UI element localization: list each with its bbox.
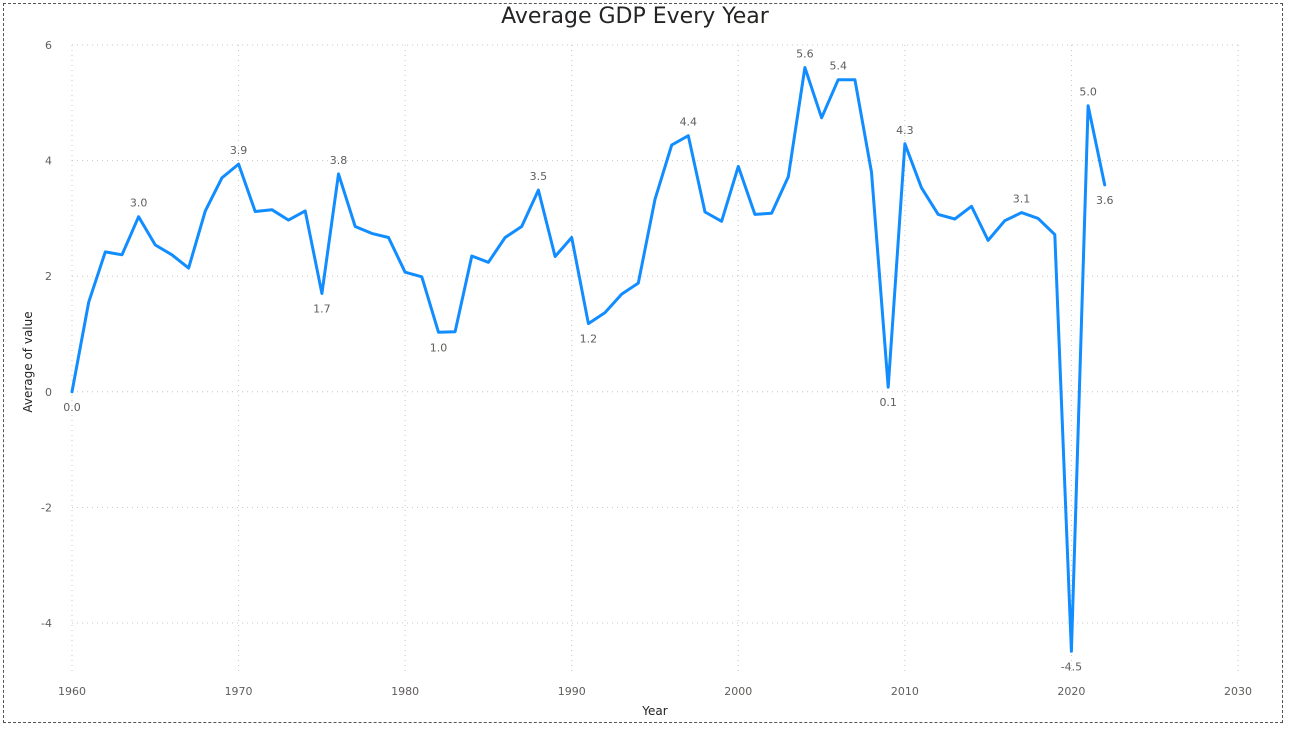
x-tick-label: 2000: [724, 685, 752, 698]
x-tick-label: 1970: [225, 685, 253, 698]
data-label: 3.8: [330, 154, 348, 167]
x-tick-label: 1990: [558, 685, 586, 698]
data-label: 3.1: [1013, 193, 1031, 206]
data-label: 4.3: [896, 124, 914, 137]
data-label: -4.5: [1061, 660, 1082, 673]
data-label: 5.6: [796, 48, 814, 61]
y-tick-label: 6: [45, 39, 52, 52]
x-tick-label: 1960: [58, 685, 86, 698]
y-tick-label: 0: [45, 386, 52, 399]
data-label: 5.4: [829, 60, 847, 73]
data-label: 3.6: [1096, 194, 1114, 207]
y-tick-label: 2: [45, 270, 52, 283]
x-axis-ticks: 1960 1970 1980 1990 2000 2010 2020 2030: [58, 685, 1252, 698]
data-label: 1.2: [580, 333, 598, 346]
data-label: 3.5: [530, 170, 548, 183]
chart-title: Average GDP Every Year: [501, 4, 769, 29]
chart-frame: [3, 3, 1283, 723]
x-tick-label: 1980: [391, 685, 419, 698]
data-label: 1.0: [430, 341, 448, 354]
y-axis-ticks: -4 -2 0 2 4 6: [41, 39, 52, 630]
data-label: 3.0: [130, 197, 148, 210]
series-layer: [70, 66, 1107, 653]
gridlines: [71, 44, 1239, 675]
data-label: 3.9: [230, 144, 248, 157]
x-tick-label: 2010: [891, 685, 919, 698]
data-label: 1.7: [313, 303, 331, 316]
data-label: 0.0: [63, 401, 81, 414]
x-tick-label: 2020: [1057, 685, 1085, 698]
x-axis-label: Year: [641, 704, 667, 718]
y-tick-label: -4: [41, 617, 52, 630]
series-line: [70, 66, 1107, 653]
data-label: 0.1: [879, 396, 897, 409]
data-labels: 0.0 3.0 3.9 1.7 3.8 1.0 3.5 1.2 4.4 5.6 5.4 0.1 4.3 3…: [63, 48, 1113, 674]
data-label: 5.0: [1079, 86, 1097, 99]
data-label: 4.4: [680, 116, 698, 129]
y-tick-label: 4: [45, 155, 52, 168]
y-axis-label: Average of value: [21, 311, 35, 412]
y-tick-label: -2: [41, 501, 52, 514]
x-tick-label: 2030: [1224, 685, 1252, 698]
